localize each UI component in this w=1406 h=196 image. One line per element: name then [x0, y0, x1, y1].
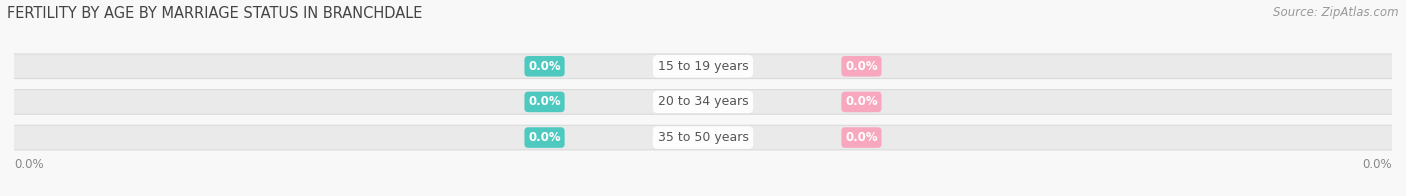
- Text: 0.0%: 0.0%: [14, 158, 44, 171]
- FancyBboxPatch shape: [0, 54, 1406, 79]
- Text: 15 to 19 years: 15 to 19 years: [658, 60, 748, 73]
- FancyBboxPatch shape: [0, 90, 1406, 114]
- Text: 0.0%: 0.0%: [529, 60, 561, 73]
- Text: 0.0%: 0.0%: [845, 95, 877, 108]
- FancyBboxPatch shape: [0, 125, 1406, 150]
- Text: 0.0%: 0.0%: [529, 95, 561, 108]
- Text: FERTILITY BY AGE BY MARRIAGE STATUS IN BRANCHDALE: FERTILITY BY AGE BY MARRIAGE STATUS IN B…: [7, 6, 422, 21]
- Text: 0.0%: 0.0%: [529, 131, 561, 144]
- Text: 0.0%: 0.0%: [1362, 158, 1392, 171]
- Text: 0.0%: 0.0%: [845, 60, 877, 73]
- Text: Source: ZipAtlas.com: Source: ZipAtlas.com: [1274, 6, 1399, 19]
- Text: 35 to 50 years: 35 to 50 years: [658, 131, 748, 144]
- Text: 20 to 34 years: 20 to 34 years: [658, 95, 748, 108]
- Text: 0.0%: 0.0%: [845, 131, 877, 144]
